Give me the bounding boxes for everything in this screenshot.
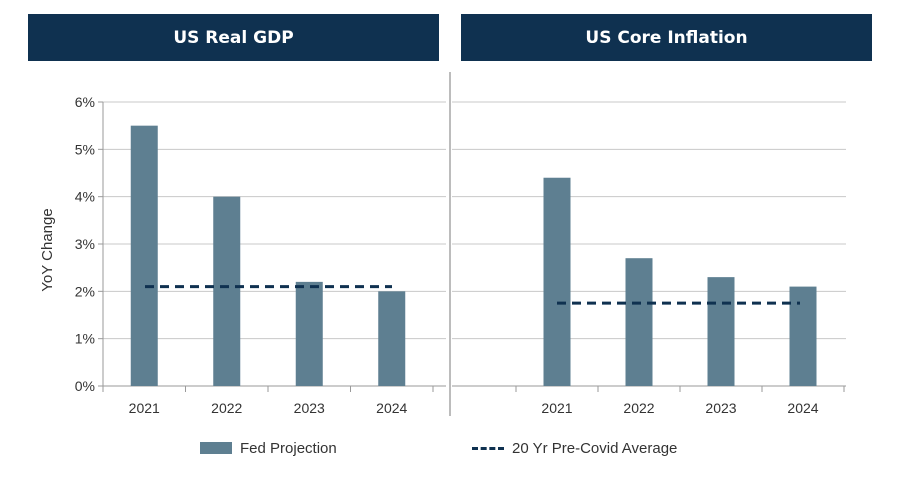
gdp-bar-2022 xyxy=(213,196,241,386)
inflation-bar-2021 xyxy=(543,177,571,386)
inflation-x-tick-label: 2021 xyxy=(541,400,572,416)
legend-pre-covid-average: 20 Yr Pre-Covid Average xyxy=(472,438,677,458)
legend-line-swatch xyxy=(472,446,504,450)
gdp-x-tick-label: 2023 xyxy=(294,400,325,416)
inflation-x-tick-label: 2022 xyxy=(623,400,654,416)
gdp-y-tick-label: 0% xyxy=(75,378,95,394)
gdp-y-axis-label: YoY Change xyxy=(39,208,56,291)
legend-bar-swatch xyxy=(200,442,232,454)
gdp-bar-2023 xyxy=(295,281,323,386)
gdp-y-tick-label: 4% xyxy=(75,189,95,205)
gdp-panel-header: US Real GDP xyxy=(28,14,439,61)
inflation-x-tick-label: 2023 xyxy=(705,400,736,416)
gdp-bar-2024 xyxy=(378,291,406,386)
inflation-bar-2022 xyxy=(625,258,653,386)
gdp-panel-title: US Real GDP xyxy=(173,27,294,48)
legend-pre-covid-average-label: 20 Yr Pre-Covid Average xyxy=(512,439,678,457)
gdp-x-tick-label: 2022 xyxy=(211,400,242,416)
gdp-y-tick-label: 5% xyxy=(75,141,95,157)
legend-fed-projection-label: Fed Projection xyxy=(240,439,337,457)
gdp-y-tick-label: 3% xyxy=(75,236,95,252)
gdp-bar-2021 xyxy=(130,125,158,387)
inflation-x-tick-label: 2024 xyxy=(787,400,818,416)
inflation-bar-2024 xyxy=(789,286,817,386)
inflation-panel-title: US Core Inflation xyxy=(585,27,748,48)
legend-fed-projection: Fed Projection xyxy=(200,438,337,458)
inflation-bar-2023 xyxy=(707,277,735,386)
gdp-x-tick-label: 2021 xyxy=(129,400,160,416)
gdp-y-tick-label: 2% xyxy=(75,283,95,299)
inflation-panel-header: US Core Inflation xyxy=(461,14,872,61)
gdp-x-tick-label: 2024 xyxy=(376,400,407,416)
gdp-y-tick-label: 1% xyxy=(75,331,95,347)
gdp-y-tick-label: 6% xyxy=(75,94,95,110)
